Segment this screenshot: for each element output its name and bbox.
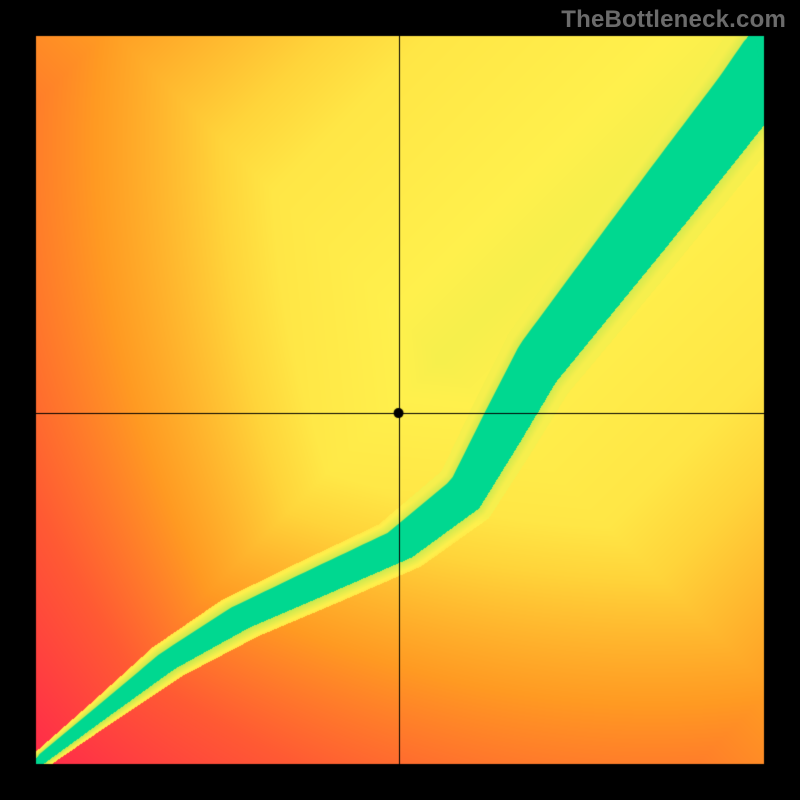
bottleneck-heatmap-chart: TheBottleneck.com [0, 0, 800, 800]
heatmap-canvas [0, 0, 800, 800]
watermark-text: TheBottleneck.com [561, 6, 786, 34]
